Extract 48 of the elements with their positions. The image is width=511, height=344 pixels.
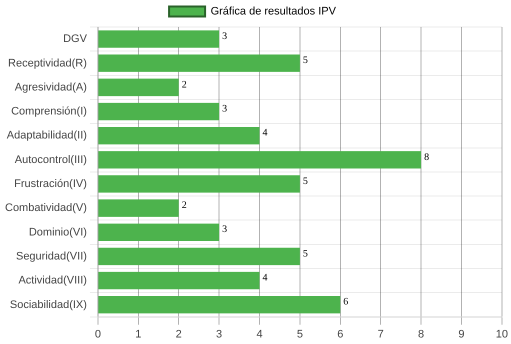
bar <box>98 126 260 144</box>
x-tick-label: 5 <box>296 328 303 340</box>
data-label: 6 <box>343 296 348 308</box>
legend-label: Gráfica de resultados IPV <box>210 6 337 18</box>
data-label: 2 <box>182 200 187 212</box>
bar <box>98 199 179 217</box>
y-tick-label: Actividad(VIII) <box>18 274 87 287</box>
bar <box>98 175 300 193</box>
bar <box>98 102 220 120</box>
bar <box>98 272 260 290</box>
bar <box>98 151 422 169</box>
bar <box>98 248 300 266</box>
y-tick-label: Agresividad(A) <box>14 81 87 94</box>
bar <box>98 224 220 241</box>
x-tick-label: 6 <box>337 328 344 340</box>
bar <box>98 30 220 48</box>
y-tick-label: Seguridad(VII) <box>16 250 87 262</box>
data-label: 3 <box>222 31 228 42</box>
data-label: 4 <box>262 128 268 139</box>
bar <box>98 54 300 72</box>
data-label: 8 <box>424 152 430 163</box>
x-tick-label: 3 <box>216 328 222 340</box>
x-tick-label: 0 <box>94 328 101 340</box>
y-tick-label: Comprensión(I) <box>11 106 87 118</box>
y-tick-label: DGV <box>63 33 88 46</box>
x-tick-label: 2 <box>176 328 182 340</box>
x-tick-label: 7 <box>378 328 384 340</box>
data-label: 5 <box>302 248 308 260</box>
data-label: 3 <box>222 224 228 236</box>
data-label: 4 <box>262 272 268 284</box>
y-tick-label: Adaptabilidad(II) <box>6 130 87 142</box>
bar <box>98 78 179 96</box>
y-tick-label: Receptividad(R) <box>8 57 87 70</box>
y-tick-label: Combatividad(V) <box>5 202 87 214</box>
y-tick-label: Dominio(VI) <box>28 226 87 238</box>
bar <box>98 296 340 314</box>
data-label: 5 <box>302 176 308 187</box>
data-label: 5 <box>302 55 308 66</box>
y-tick-label: Autocontrol(III) <box>14 154 87 166</box>
data-label: 3 <box>222 103 228 114</box>
y-tick-label: Sociabilidad(IX) <box>10 298 87 311</box>
x-tick-label: 8 <box>418 328 424 340</box>
x-tick-label: 1 <box>135 328 142 340</box>
y-tick-label: Frustración(IV) <box>14 178 87 190</box>
x-tick-label: 10 <box>496 328 508 340</box>
data-label: 2 <box>182 79 187 90</box>
x-tick-label: 4 <box>256 328 263 340</box>
x-tick-label: 9 <box>458 328 465 340</box>
